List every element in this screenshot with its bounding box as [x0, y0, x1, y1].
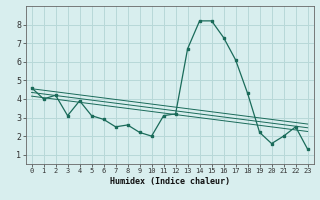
- X-axis label: Humidex (Indice chaleur): Humidex (Indice chaleur): [109, 177, 230, 186]
